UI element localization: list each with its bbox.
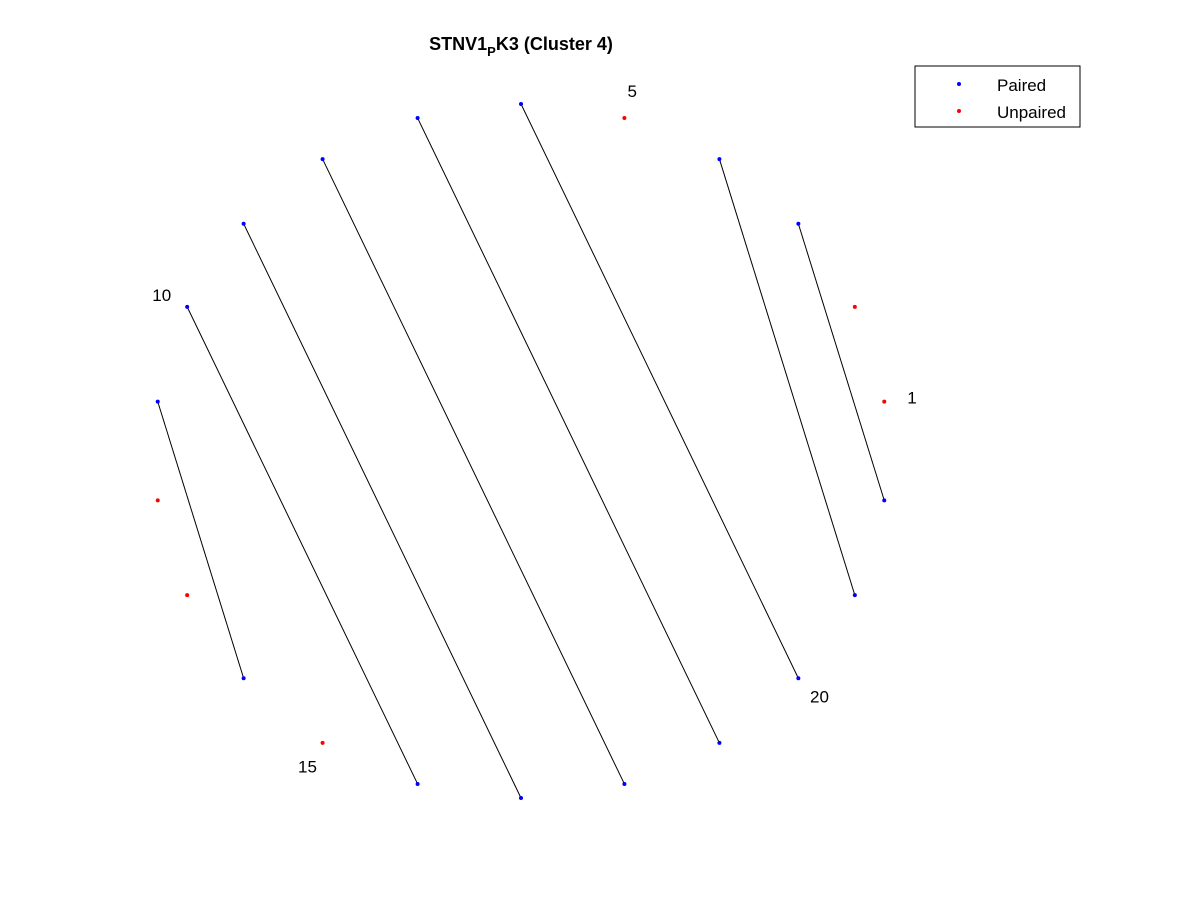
unpaired-node-2 <box>852 304 857 309</box>
legend-box <box>914 65 1081 128</box>
pair-link-9-17 <box>243 223 522 799</box>
paired-node-7 <box>415 116 420 121</box>
pair-link-4-21 <box>718 158 856 596</box>
paired-node-22 <box>882 498 887 503</box>
legend-label-unpaired: Unpaired <box>997 103 1066 122</box>
legend-marker-paired <box>957 82 961 86</box>
pair-link-8-18 <box>322 158 625 785</box>
legend: Paired Unpaired <box>914 65 1081 128</box>
unpaired-node-1 <box>882 399 887 404</box>
unpaired-node-15 <box>320 740 325 745</box>
paired-node-17 <box>519 796 523 800</box>
position-label-20: 20 <box>810 688 829 707</box>
pair-links <box>157 103 885 799</box>
position-label-10: 10 <box>152 286 171 305</box>
paired-node-19 <box>717 740 722 745</box>
paired-node-9 <box>241 221 246 226</box>
paired-node-18 <box>622 781 627 786</box>
position-label-5: 5 <box>628 82 637 101</box>
unpaired-node-13 <box>185 593 190 598</box>
position-label-15: 15 <box>298 757 317 776</box>
title-subscript: P <box>487 44 496 59</box>
unpaired-node-12 <box>155 498 160 503</box>
title-main: STNV1 <box>429 34 487 54</box>
pair-link-11-14 <box>157 401 245 679</box>
paired-node-11 <box>155 399 160 404</box>
paired-node-20 <box>796 676 801 681</box>
legend-label-paired: Paired <box>997 76 1046 95</box>
title-rest: K3 (Cluster 4) <box>496 34 613 54</box>
position-label-1: 1 <box>907 389 916 408</box>
paired-node-6 <box>519 102 523 106</box>
paired-node-10 <box>185 304 190 309</box>
legend-marker-unpaired <box>957 109 961 113</box>
unpaired-node-5 <box>622 116 627 121</box>
paired-node-21 <box>852 593 857 598</box>
paired-node-14 <box>241 676 246 681</box>
pair-link-6-20 <box>520 103 799 679</box>
paired-node-3 <box>796 221 801 226</box>
paired-node-4 <box>717 157 722 162</box>
paired-node-16 <box>415 781 420 786</box>
pair-link-7-19 <box>417 117 720 744</box>
pair-link-3-22 <box>797 223 885 501</box>
paired-node-8 <box>320 157 325 162</box>
chart-title: STNV1PK3 (Cluster 4) <box>429 34 613 59</box>
sequence-nodes <box>155 102 887 800</box>
pair-link-10-16 <box>186 306 419 785</box>
